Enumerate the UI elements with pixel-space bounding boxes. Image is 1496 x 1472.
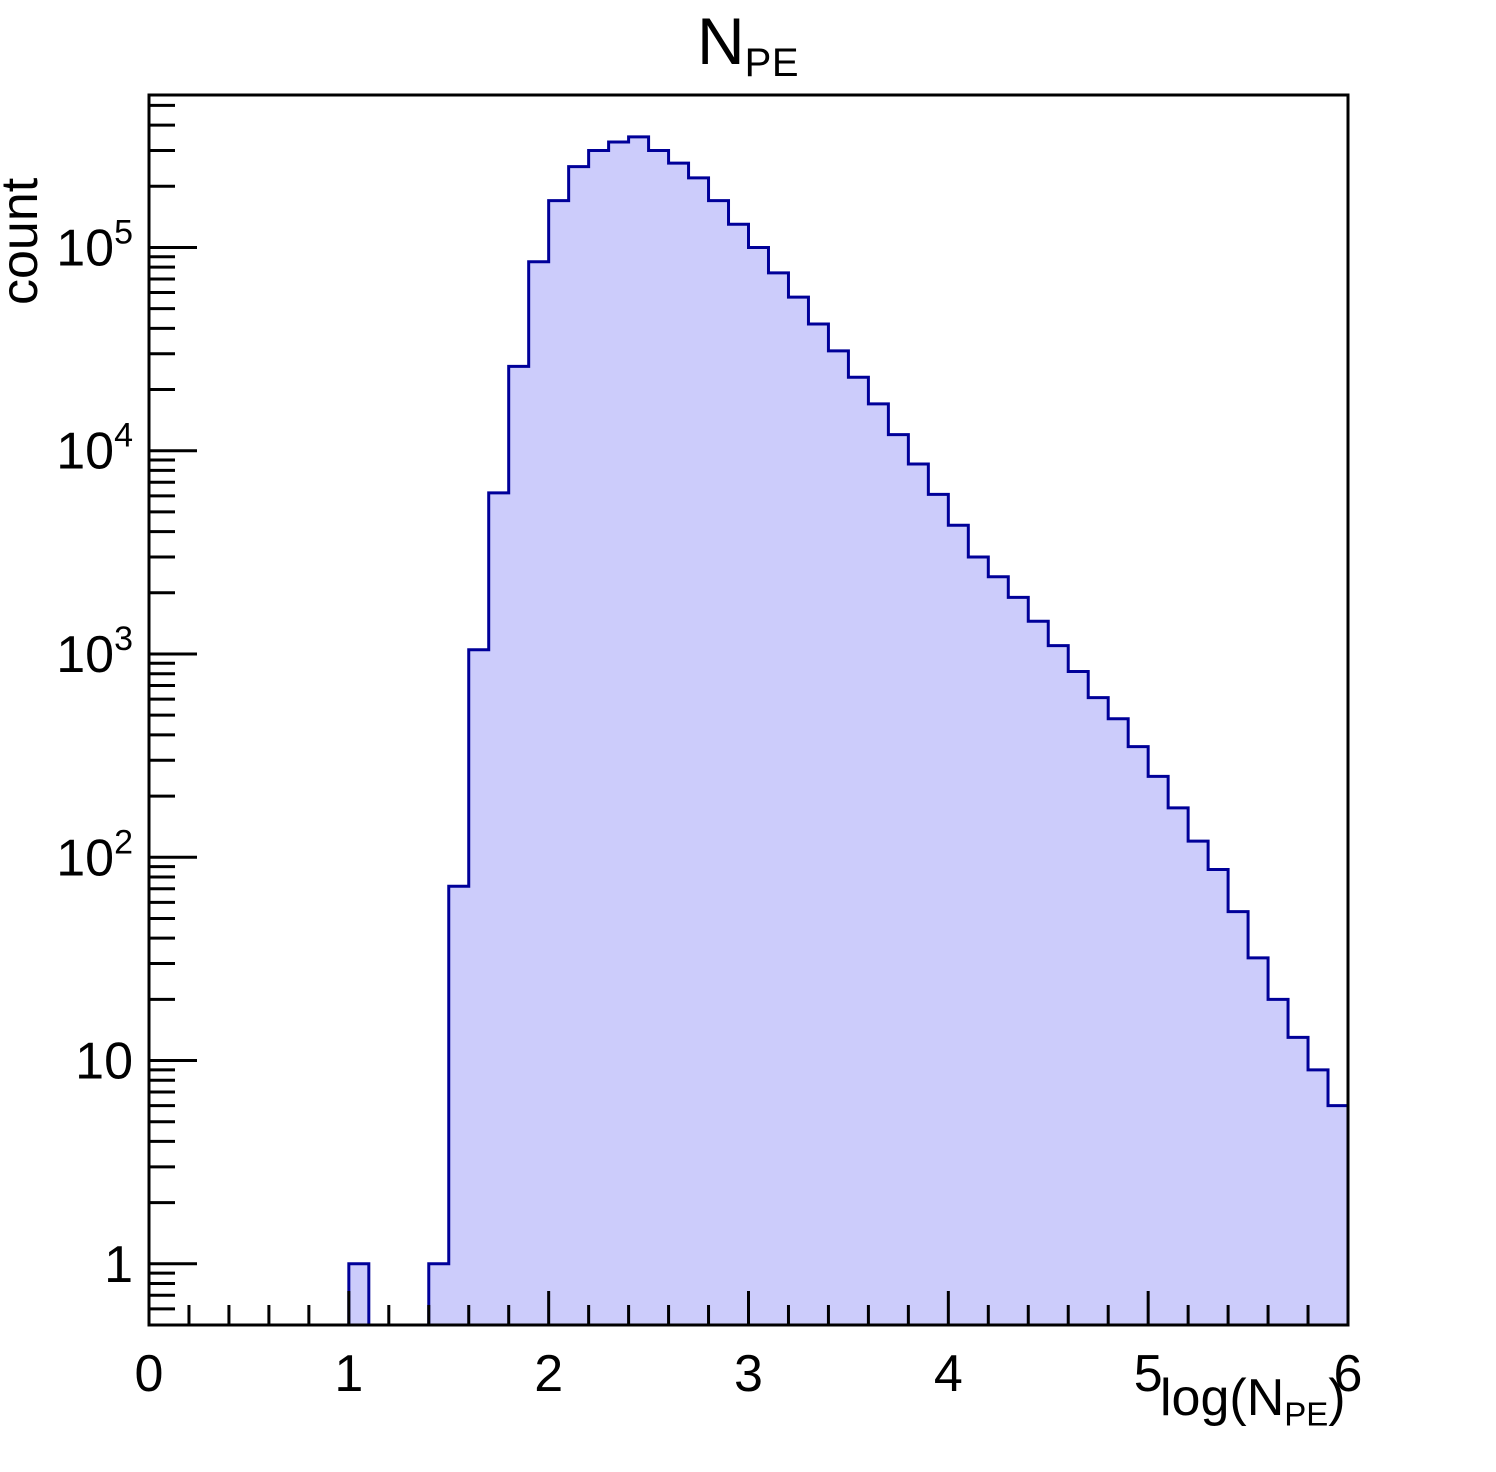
y-tick-label: 103 bbox=[56, 620, 133, 684]
x-tick-label: 6 bbox=[1334, 1345, 1363, 1403]
axis-ticks bbox=[147, 103, 1350, 1327]
y-tick-label: 104 bbox=[56, 417, 133, 481]
y-tick-label: 102 bbox=[56, 823, 133, 887]
chart-title-subscript: PE bbox=[744, 41, 800, 85]
histogram-series bbox=[347, 135, 1350, 1327]
y-tick-label: 10 bbox=[75, 1033, 133, 1091]
x-tick-label: 0 bbox=[135, 1345, 164, 1403]
x-axis-title: log(NPE) bbox=[1160, 1368, 1346, 1434]
chart-title-base: N bbox=[696, 4, 745, 78]
x-tick-label: 4 bbox=[934, 1345, 963, 1403]
x-axis-title-subscript: PE bbox=[1284, 1395, 1329, 1433]
x-axis-title-base: log(N bbox=[1160, 1369, 1285, 1427]
y-tick-label: 1 bbox=[104, 1236, 133, 1294]
chart-title: NPE bbox=[0, 8, 1496, 83]
y-tick-label: 105 bbox=[56, 213, 133, 277]
x-tick-label: 5 bbox=[1134, 1345, 1163, 1403]
x-tick-label: 1 bbox=[334, 1345, 363, 1403]
x-axis-title-tail: ) bbox=[1328, 1369, 1346, 1427]
x-tick-label: 2 bbox=[534, 1345, 563, 1403]
x-tick-label: 3 bbox=[734, 1345, 763, 1403]
